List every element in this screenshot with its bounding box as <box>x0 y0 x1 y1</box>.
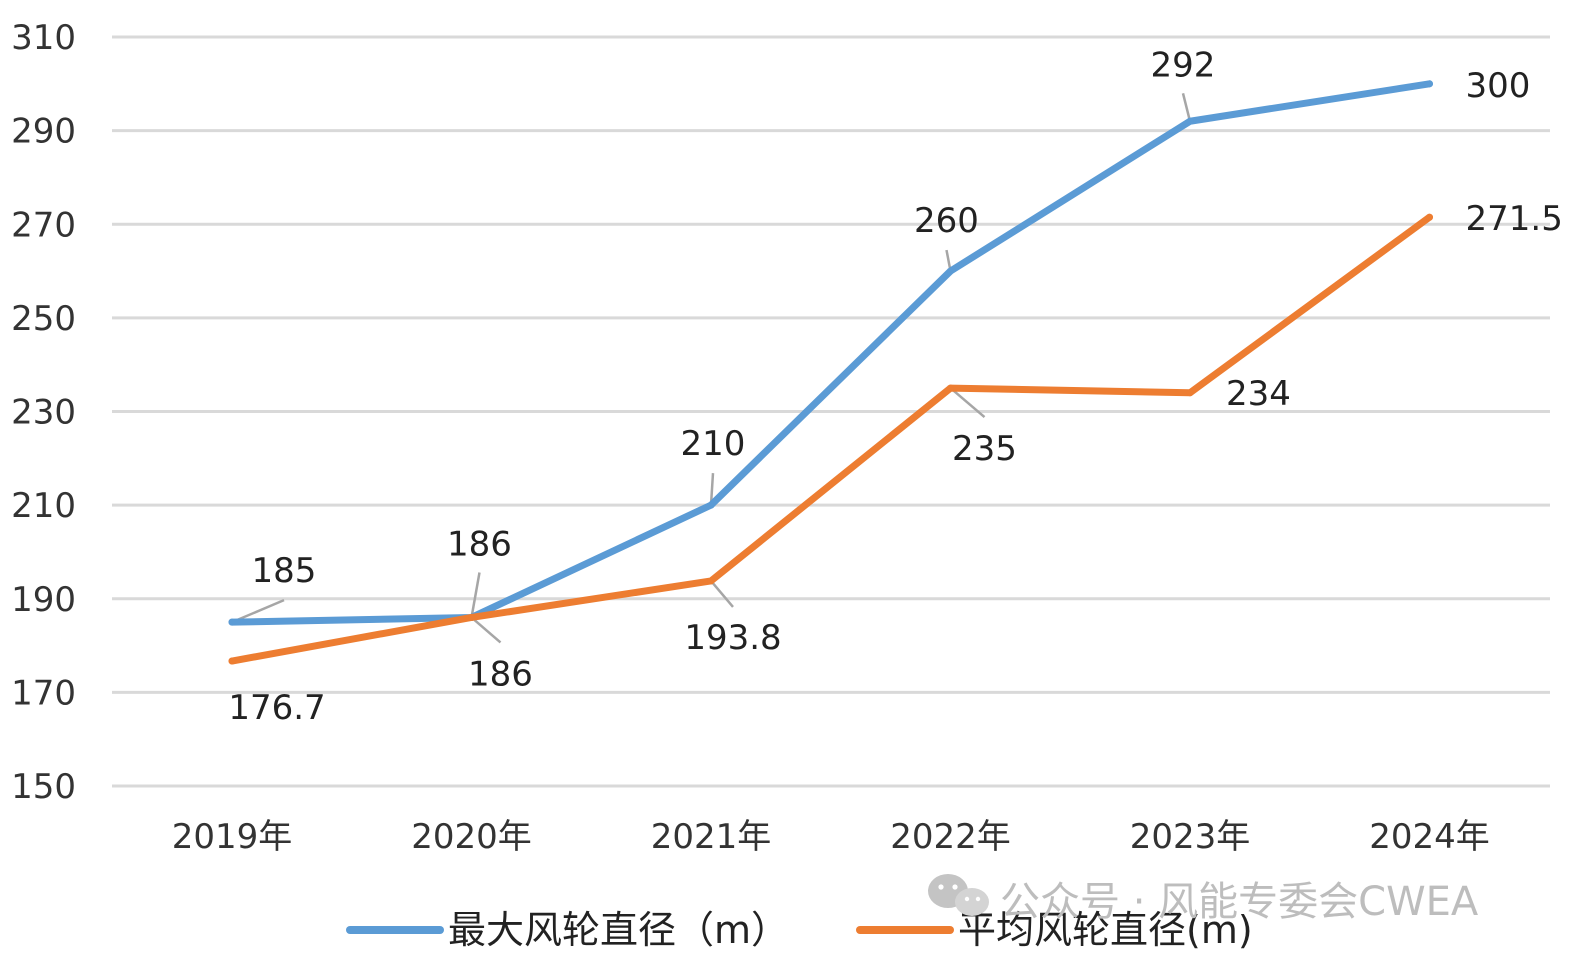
wechat-icon <box>928 874 989 916</box>
y-tick-label: 210 <box>11 486 76 526</box>
data-label: 193.8 <box>684 618 781 658</box>
data-point <box>228 657 236 665</box>
x-tick-label: 2019年 <box>172 817 293 857</box>
watermark-text: 公众号 · 风能专委会CWEA <box>1000 879 1479 925</box>
y-tick-label: 230 <box>11 393 76 433</box>
x-axis-ticks: 2019年 2020年 2021年 2022年 2023年 2024年 <box>172 817 1490 857</box>
leader-line <box>949 387 986 419</box>
x-tick-label: 2020年 <box>411 817 532 857</box>
data-point <box>1426 80 1433 88</box>
data-label: 176.7 <box>228 688 325 728</box>
leader-line <box>710 580 734 608</box>
y-tick-label: 250 <box>11 299 76 339</box>
x-tick-label: 2024年 <box>1369 817 1490 857</box>
y-tick-label: 150 <box>11 767 76 807</box>
data-label: 186 <box>447 524 512 564</box>
watermark: 公众号 · 风能专委会CWEA <box>928 874 1479 925</box>
data-point <box>1426 213 1433 221</box>
data-label: 235 <box>952 429 1017 469</box>
data-label: 234 <box>1226 374 1291 414</box>
series-line-1 <box>228 213 1433 665</box>
data-label: 300 <box>1466 66 1531 106</box>
data-point <box>1186 389 1194 397</box>
series-lines <box>228 80 1433 665</box>
y-tick-label: 270 <box>11 205 76 245</box>
y-axis-ticks: 150 170 190 210 230 250 270 290 310 <box>11 18 76 807</box>
data-label: 186 <box>468 654 533 694</box>
data-label: 260 <box>914 201 979 241</box>
leader-line <box>470 616 502 644</box>
data-label: 292 <box>1151 45 1216 85</box>
legend-label: 最大风轮直径（m） <box>448 908 789 952</box>
data-label: 271.5 <box>1466 199 1563 239</box>
legend-label: 平均风轮直径(m) <box>958 908 1253 952</box>
y-tick-label: 310 <box>11 18 76 58</box>
y-tick-label: 290 <box>11 112 76 152</box>
data-point <box>707 501 715 509</box>
y-tick-label: 190 <box>11 580 76 620</box>
y-tick-label: 170 <box>11 673 76 713</box>
data-point <box>228 618 236 626</box>
leader-line <box>1181 92 1192 122</box>
data-labels: 185 186 210 260 292 300 176.7 186 193.8 235 234 271… <box>228 45 1563 728</box>
data-label: 210 <box>681 424 746 464</box>
leader-line <box>709 473 715 506</box>
x-tick-label: 2022年 <box>890 817 1011 857</box>
data-point <box>707 577 715 585</box>
data-label: 185 <box>252 551 317 591</box>
leader-line <box>470 572 481 618</box>
series-line-0 <box>228 80 1433 626</box>
legend: 最大风轮直径（m） 平均风轮直径(m) <box>346 908 1253 952</box>
label-leader-lines <box>231 92 1192 644</box>
data-point <box>1186 117 1194 125</box>
data-point <box>947 267 954 275</box>
data-point <box>947 384 954 392</box>
data-point <box>468 613 475 621</box>
x-tick-label: 2021年 <box>651 817 772 857</box>
grid-lines <box>112 35 1550 788</box>
x-tick-label: 2023年 <box>1130 817 1251 857</box>
